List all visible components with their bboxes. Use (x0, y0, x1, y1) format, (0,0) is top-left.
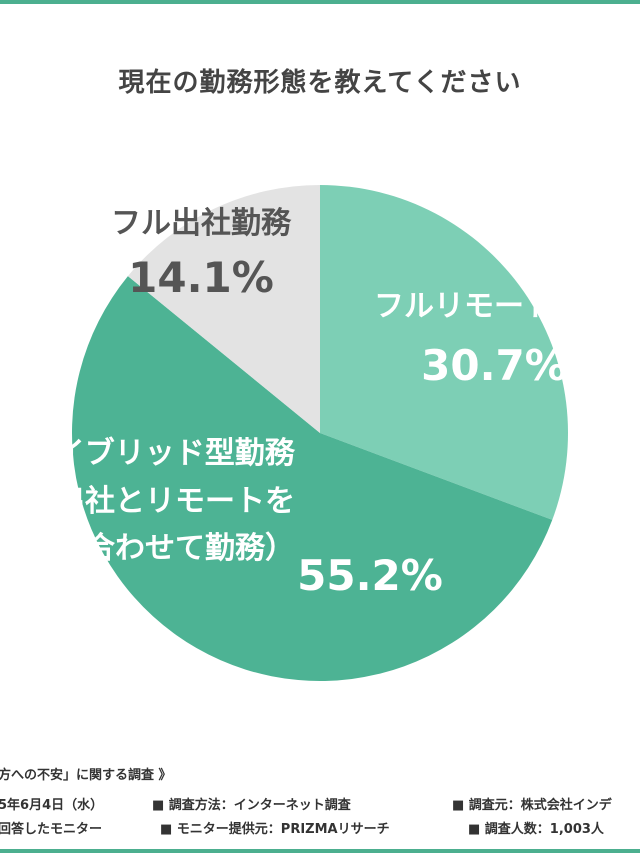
label-hybrid-line: 組み合わせて勤務） (25, 531, 295, 566)
label-full-office-line: フル出社勤務 (111, 206, 292, 241)
survey-count: ■ 調査人数：1,003人 (468, 822, 604, 837)
survey-target: 回答したモニター (0, 822, 103, 837)
slice-hybrid (71, 276, 553, 682)
top-accent-bar (0, 0, 640, 4)
label-full-remote-line: フルリモート勤務 (374, 289, 615, 324)
slice-full-office (127, 185, 320, 433)
survey-method: ■ 調査方法：インターネット調査 (152, 798, 351, 813)
survey-footer: 方への不安」に関する調査 》 5年6月4日（水） ■ 調査方法：インターネット調… (0, 760, 640, 850)
label-hybrid-line: （出社とリモートを (25, 484, 295, 519)
bottom-accent-bar (0, 849, 640, 853)
survey-organizer: ■ 調査元：株式会社インデ (452, 798, 612, 813)
survey-date: 5年6月4日（水） (0, 798, 104, 813)
label-hybrid-line: ハイブリッド型勤務 (25, 436, 295, 471)
chart-title: 現在の勤務形態を教えてください (118, 68, 522, 98)
label-full-office-value: 14.1% (128, 253, 274, 302)
label-hybrid-value: 55.2% (297, 551, 443, 600)
slice-full-remote (320, 185, 568, 520)
survey-panel: ■ モニター提供元：PRIZMAリサーチ (160, 822, 390, 837)
survey-source: 方への不安」に関する調査 》 (0, 768, 172, 783)
label-full-remote-value: 30.7% (421, 341, 567, 390)
